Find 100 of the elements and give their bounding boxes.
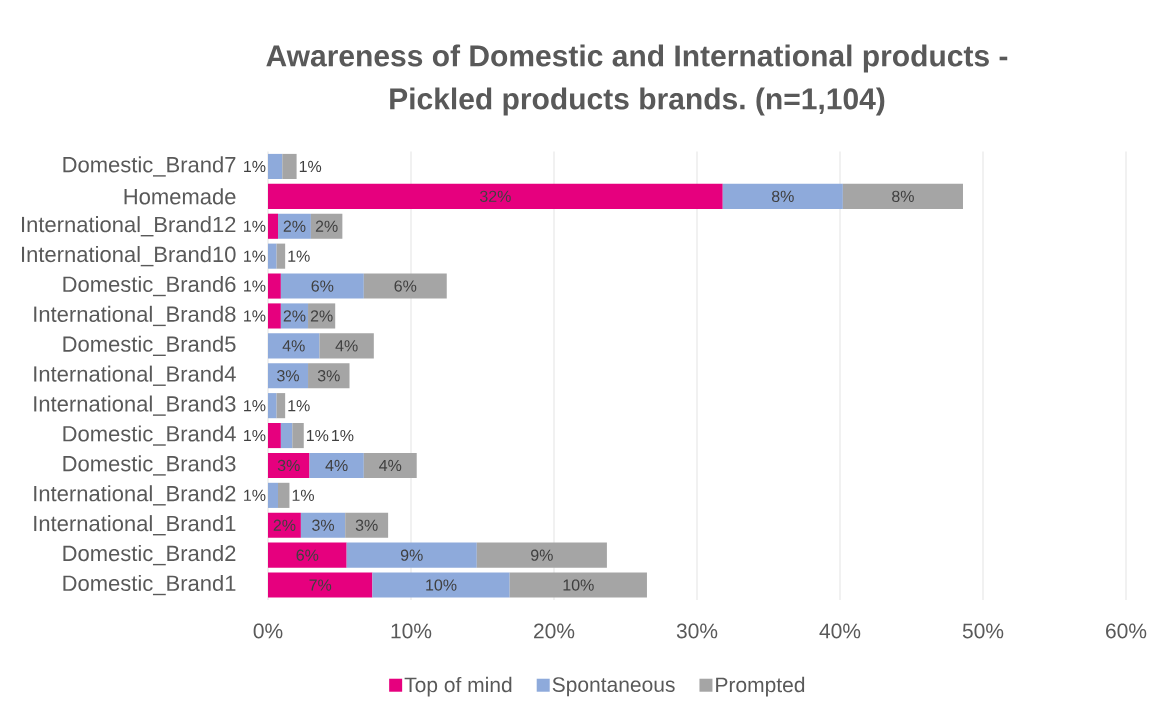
data-label: 9%: [400, 549, 423, 561]
bar: [363, 273, 447, 299]
bar: [268, 213, 279, 239]
bar: [268, 542, 347, 568]
x-tick-label: 60%: [1106, 623, 1147, 639]
bar: [268, 303, 281, 329]
x-tick-label: 0%: [253, 623, 283, 639]
bar: [268, 363, 309, 389]
y-tick-label: Domestic_Brand4: [63, 425, 236, 446]
legend-label: Spontaneous: [552, 677, 675, 697]
bar: [509, 572, 647, 598]
bar: [276, 243, 286, 269]
bar: [268, 482, 279, 508]
bar: [345, 512, 389, 538]
data-label: 8%: [892, 190, 914, 203]
bar: [300, 512, 346, 538]
data-label: 6%: [311, 280, 334, 292]
y-tick-label: Domestic_Brand5: [63, 335, 236, 357]
y-tick-label: International_Brand4: [34, 365, 236, 386]
data-label: 6%: [296, 549, 319, 561]
data-label: 3%: [317, 370, 340, 382]
data-label: 3%: [355, 519, 378, 531]
y-tick-label: International_Brand10: [22, 246, 236, 267]
data-label: 4%: [325, 459, 348, 472]
bar: [309, 452, 364, 479]
x-tick-label: 30%: [676, 623, 718, 639]
legend-label: Top of mind: [404, 676, 512, 697]
data-label: 3%: [277, 370, 300, 382]
data-label: 2%: [315, 220, 338, 232]
chart-title: Awareness of Domestic and International products - Pickled products brands. (n=1,104): [266, 44, 1008, 116]
data-label: 2%: [283, 220, 306, 232]
y-tick-label: Domestic_Brand7: [63, 156, 236, 177]
data-label: 1%: [306, 429, 329, 442]
data-label: 9%: [531, 549, 553, 561]
bar: [372, 572, 510, 598]
bar: [268, 243, 277, 269]
data-label: 1%: [244, 160, 266, 173]
bar: [308, 303, 336, 329]
data-label: 4%: [282, 340, 305, 352]
data-label: 1%: [244, 400, 266, 412]
bar: [319, 333, 374, 359]
bar: [282, 153, 297, 180]
data-label: 1%: [244, 250, 266, 262]
bar: [278, 482, 290, 508]
bar: [268, 572, 373, 598]
bar: [268, 423, 281, 449]
y-tick-label: Domestic_Brand6: [63, 275, 236, 297]
data-label: 1%: [288, 400, 310, 412]
bar: [476, 542, 607, 568]
y-tick-label: International_Brand2: [34, 485, 236, 506]
data-label: 1%: [244, 220, 266, 232]
legend-label: Prompted: [716, 676, 805, 697]
bar: [268, 153, 283, 180]
y-tick-label: International_Brand3: [34, 395, 236, 416]
bar: [268, 183, 723, 209]
y-tick-label: International_Brand8: [34, 305, 236, 327]
data-label: 8%: [771, 190, 794, 203]
data-label: 3%: [312, 519, 335, 531]
x-tick-label: 20%: [534, 623, 575, 639]
data-label: 10%: [563, 579, 594, 591]
data-label: 1%: [292, 489, 314, 501]
y-tick-label: Domestic_Brand1: [63, 574, 236, 596]
x-tick-label: 10%: [391, 623, 432, 639]
bar: [363, 452, 417, 479]
data-label: 1%: [244, 489, 266, 501]
bar: [280, 273, 364, 299]
bar: [268, 273, 281, 299]
data-label: 3%: [277, 459, 300, 472]
bar: [346, 542, 477, 568]
bar: [722, 183, 843, 209]
data-label: 1%: [299, 160, 322, 173]
bar: [276, 393, 286, 419]
y-tick-label: International_Brand1: [34, 515, 236, 536]
bar: [292, 423, 304, 449]
bar: [308, 363, 350, 389]
data-label: 6%: [394, 280, 417, 292]
data-label: 1%: [244, 310, 266, 322]
y-tick-label: Domestic_Brand2: [63, 545, 236, 566]
y-tick-label: Homemade: [124, 188, 236, 205]
data-label: 2%: [273, 519, 296, 531]
bar: [280, 423, 293, 449]
bar: [842, 183, 963, 209]
data-label: 10%: [426, 579, 457, 591]
data-label: 4%: [335, 340, 358, 352]
bar: [268, 333, 320, 359]
bar: [280, 303, 309, 329]
bar: [268, 512, 301, 538]
bar: [268, 452, 310, 479]
x-tick-label: 50%: [962, 623, 1004, 639]
data-label: 1%: [244, 429, 266, 442]
data-label: 2%: [283, 310, 306, 322]
data-label: 7%: [309, 579, 332, 591]
y-tick-label: International_Brand12: [22, 216, 236, 237]
bar: [268, 393, 277, 419]
data-label: 1%: [244, 280, 266, 292]
x-tick-label: 40%: [819, 623, 861, 639]
data-label: 1%: [288, 250, 310, 262]
data-label: 32%: [479, 190, 511, 203]
data-label: 1%: [332, 429, 354, 442]
y-tick-label: Domestic_Brand3: [63, 455, 236, 476]
